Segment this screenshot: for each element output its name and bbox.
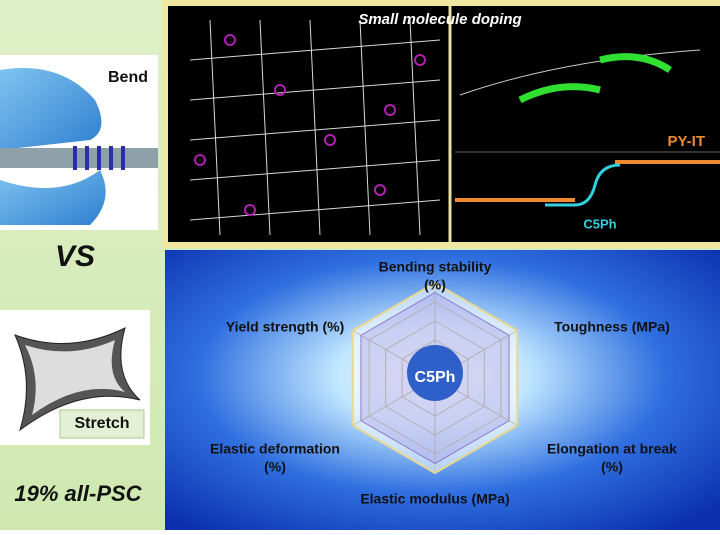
radar-chart: C5Ph — [351, 281, 519, 475]
footer-label: 19% all-PSC — [14, 481, 142, 506]
axis-label: Bending stability — [379, 259, 492, 275]
stretch-image: Stretch — [0, 310, 150, 445]
axis-label: (%) — [424, 277, 446, 293]
axis-label: Toughness (MPa) — [554, 319, 670, 335]
crab-icon — [407, 345, 463, 401]
vs-label: VS — [55, 240, 95, 273]
axis-label: Elastic deformation — [210, 441, 340, 457]
doping-title: Small molecule doping — [358, 11, 521, 28]
stretch-label: Stretch — [74, 415, 129, 432]
bend-label: Bend — [108, 69, 148, 86]
center-label: C5Ph — [415, 369, 456, 386]
bend-image: Bend — [0, 55, 158, 230]
axis-label: Yield strength (%) — [226, 319, 345, 335]
axis-label: Elastic modulus (MPa) — [360, 491, 509, 507]
axis-label: (%) — [264, 459, 286, 475]
axis-label: (%) — [601, 459, 623, 475]
c5ph-label: C5Ph — [583, 216, 616, 231]
doping-panel: Small molecule doping PY-IT C5Ph — [162, 0, 720, 248]
axis-label: Elongation at break — [547, 441, 677, 457]
py-it-label: PY-IT — [667, 133, 705, 150]
radar-panel: C5Ph Bending stability (%) Toughness (MPa)… — [165, 250, 720, 530]
